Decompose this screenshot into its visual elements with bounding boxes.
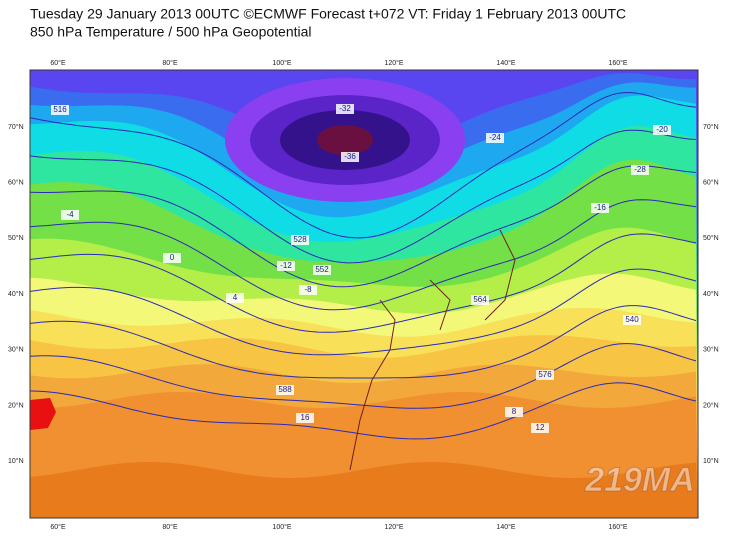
- contour-label-box: [276, 385, 294, 395]
- latitude-label: 60°N: [703, 179, 719, 187]
- latitude-label: 50°N: [8, 234, 24, 242]
- contour-label: -12: [280, 261, 292, 270]
- contour-label-box: [226, 293, 244, 303]
- longitude-label: 120°E: [384, 523, 403, 531]
- contour-label-box: [486, 133, 504, 143]
- cold-core: [317, 125, 373, 155]
- geopotential-contour: [30, 165, 697, 288]
- contour-label: -20: [656, 125, 668, 134]
- contour-label-box: [61, 210, 79, 220]
- longitude-label: 160°E: [608, 59, 627, 67]
- contour-label-box: [296, 413, 314, 423]
- contour-label: 576: [538, 370, 552, 379]
- latitude-label: 30°N: [8, 346, 24, 354]
- labels: 60°E 60°E 80°E 80°E 100°E 100°E 120°E 120°E 140°…: [8, 59, 719, 531]
- contour-label-box: [51, 105, 69, 115]
- latitude-label: 20°N: [703, 401, 719, 409]
- longitude-label: 80°E: [162, 59, 178, 67]
- geopotential-contour: [30, 268, 697, 356]
- contour-label-box: [471, 295, 489, 305]
- longitude-label: 80°E: [162, 523, 178, 531]
- geopotential-contour: [30, 343, 697, 409]
- contour-label-box: [291, 235, 309, 245]
- latitude-label: 50°N: [703, 234, 719, 242]
- contour-label-box: [299, 285, 317, 295]
- latitude-label: 10°N: [8, 457, 24, 465]
- longitude-label: 100°E: [272, 523, 291, 531]
- contour-label-box: [653, 125, 671, 135]
- contour-label-box: [277, 261, 295, 271]
- contour-label-box: [623, 315, 641, 325]
- subtitle: 850 hPa Temperature / 500 hPa Geopotenti…: [30, 24, 312, 40]
- latitude-label: 30°N: [703, 346, 719, 354]
- latitude-label: 20°N: [8, 401, 24, 409]
- contour-label: 564: [473, 295, 487, 304]
- contour-label: 588: [278, 385, 292, 394]
- contour-label: 16: [301, 413, 310, 422]
- contour-label: 540: [625, 315, 639, 324]
- title: Tuesday 29 January 2013 00UTC ©ECMWF For…: [30, 6, 626, 22]
- contour-label: -24: [489, 133, 501, 142]
- contour-label: -36: [344, 152, 356, 161]
- contour-label: 8: [512, 407, 517, 416]
- longitude-label: 100°E: [272, 59, 291, 67]
- contour-label-box: [591, 203, 609, 213]
- geopotential-contour: [30, 91, 697, 239]
- contour-label: 0: [170, 253, 175, 262]
- contour-label: 4: [233, 293, 238, 302]
- watermark: 219MA: [584, 461, 695, 499]
- contour-label-box: [341, 152, 359, 162]
- contour-label: 516: [53, 105, 67, 114]
- longitude-label: 60°E: [50, 59, 66, 67]
- contour-label-box: [631, 165, 649, 175]
- contour-label: -4: [66, 210, 74, 219]
- longitude-label: 60°E: [50, 523, 66, 531]
- longitude-label: 140°E: [496, 523, 515, 531]
- geopotential-contour: [30, 305, 697, 379]
- longitude-label: 120°E: [384, 59, 403, 67]
- latitude-label: 70°N: [703, 123, 719, 131]
- geopotential-contour: [30, 382, 697, 440]
- contour-label-box: [531, 423, 549, 433]
- contour-label-box: [536, 370, 554, 380]
- latitude-label: 40°N: [8, 290, 24, 298]
- contour-label-box: [313, 265, 331, 275]
- geopotential-contour: [30, 199, 697, 311]
- latitude-label: 70°N: [8, 123, 24, 131]
- contour-label: -28: [634, 165, 646, 174]
- contour-label: 528: [293, 235, 307, 244]
- latitude-label: 10°N: [703, 457, 719, 465]
- contour-label: 552: [315, 265, 329, 274]
- coastline: [349, 229, 516, 471]
- temperature-band: [30, 462, 698, 518]
- contour-label-box: [163, 253, 181, 263]
- contour-label-box: [336, 104, 354, 114]
- temperature-field: [30, 70, 698, 518]
- warm-patch: [30, 398, 56, 430]
- map-frame: [29, 69, 699, 519]
- latitude-label: 40°N: [703, 290, 719, 298]
- contour-label-box: [505, 407, 523, 417]
- contour-label: -8: [304, 285, 312, 294]
- latitude-label: 60°N: [8, 179, 24, 187]
- geopotential-contour: [30, 233, 697, 333]
- contour-label: -16: [594, 203, 606, 212]
- geopotential-contour: [30, 129, 697, 264]
- contour-label: -32: [339, 104, 351, 113]
- contour-label: 12: [536, 423, 545, 432]
- longitude-label: 140°E: [496, 59, 515, 67]
- longitude-label: 160°E: [608, 523, 627, 531]
